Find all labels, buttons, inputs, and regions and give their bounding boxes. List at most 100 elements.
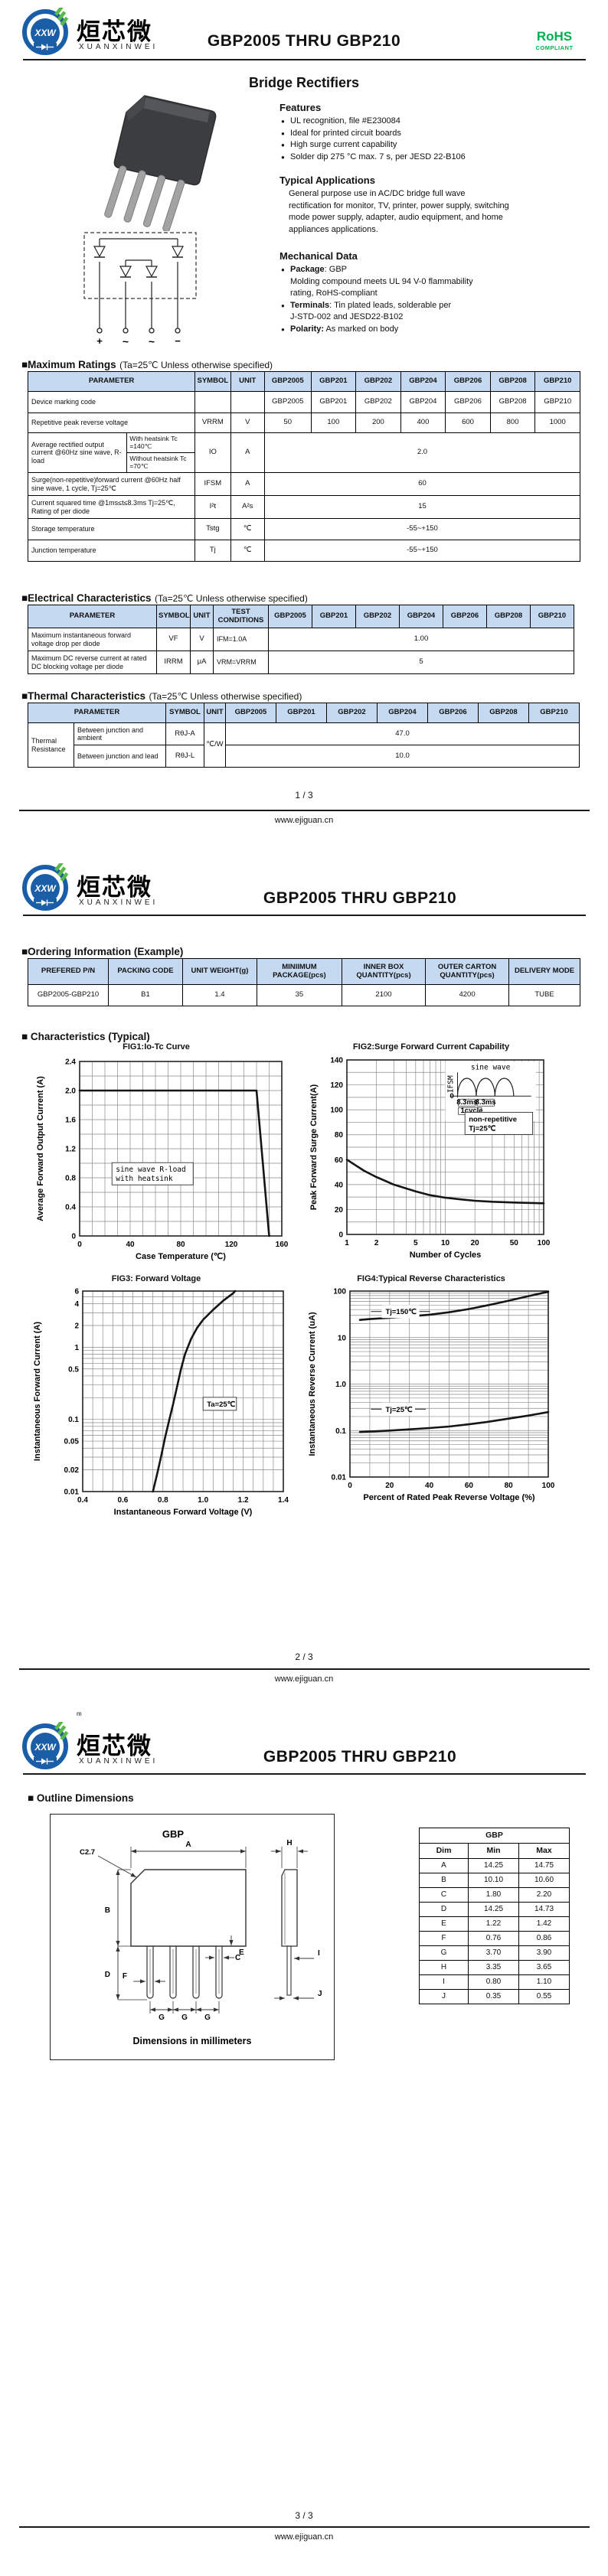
table-row: Current squared time @1ms≤t≤8.3ms Tj=25℃… [27,495,581,519]
page-number: 3 / 3 [295,2510,313,2521]
header-cell: UNIT WEIGHT(g) [181,958,257,985]
svg-text:60: 60 [335,1156,344,1165]
text-line: rectification for monitor, TV, printer, … [289,201,509,210]
cell: GBP208 [489,391,536,413]
svg-text:20: 20 [385,1482,394,1490]
svg-text:40: 40 [425,1482,434,1490]
svg-text:0.8: 0.8 [158,1496,168,1505]
table-row: Surge(non-repetitive)forward current @60… [27,472,581,496]
cell: I [419,1974,469,1990]
svg-text:0.05: 0.05 [64,1438,80,1446]
cell: 0.35 [468,1989,519,2004]
cell: 3.70 [468,1945,519,1961]
page-number: 2 / 3 [295,1652,313,1662]
cell: 10.60 [518,1873,570,1888]
doc-title: GBP2005 THRU GBP210 [207,32,401,50]
svg-text:0.01: 0.01 [64,1489,80,1497]
cell: J [419,1989,469,2004]
header-cell: GBP204 [400,371,446,392]
brand-logo: XXW [21,861,72,916]
cell: Tstg [194,518,231,540]
svg-text:Tj=150℃: Tj=150℃ [385,1308,417,1316]
cell: GBP204 [400,391,446,413]
svg-text:0.01: 0.01 [332,1474,347,1482]
doc-title: GBP2005 THRU GBP210 [263,889,457,907]
svg-text:50: 50 [510,1239,519,1247]
cell: Storage temperature [27,518,196,540]
header-page1: XXW 烜芯微 XUANXINWEI [21,5,251,58]
cell: 0.86 [518,1931,570,1946]
header-cell: GBP206 [445,371,491,392]
cell: 1000 [534,412,580,433]
list-item: ● UL recognition, file #E230084 [279,116,601,128]
svg-text:0.1: 0.1 [335,1427,346,1436]
svg-text:10: 10 [441,1239,450,1247]
header-cell: GBP204 [377,703,428,723]
header-cell: GBP2005 [268,605,312,628]
table-row: Thermal Resistance Between junction and a… [28,722,580,768]
cell: 5 [268,651,574,674]
header-cell: UNIT [230,371,265,392]
chart-caption-fig1: FIG1:Io-Tc Curve [123,1042,190,1052]
svg-text:100: 100 [333,1288,346,1296]
dims-table-wrap: GBP Dim Min Max A 14.25 14.75 B 10.10 10.60 C 1.80 2… [418,1828,570,2004]
table-row: GBP [418,1828,570,1844]
dim-label-d: D [105,1971,110,1979]
header-cell: GBP2005 [263,371,312,392]
svg-text:2.4: 2.4 [65,1058,76,1067]
section-title-ordering: ■Ordering Information (Example) [21,946,184,957]
header-cell: GBP208 [478,703,529,723]
cell: GBP2005-GBP210 [27,984,110,1006]
table-row: Between junction and lead RθJ-L 10.0 [28,745,580,768]
outline-drawing-box: GBP C2.7 A B [50,1814,335,2060]
bullet-icon: ● [281,153,285,161]
svg-text:2: 2 [74,1322,79,1330]
outline-drawing: GBP C2.7 A B [80,1828,322,2046]
cell: Between junction and ambient [74,722,166,745]
logo-monogram: XXW [34,883,57,894]
header-cell: SYMBOL [156,605,191,628]
brand-logo-icon: XXW [22,1720,69,1769]
header-cell: GBP206 [443,605,487,628]
cell: 60 [263,472,581,496]
table-row: Average rectified output current @60Hz s… [27,432,581,473]
svg-text:6: 6 [74,1288,79,1296]
svg-text:80: 80 [176,1241,185,1249]
cell: 600 [445,412,491,433]
cell: GBP210 [534,391,580,413]
section-title-outline: ■ Outline Dimensions [28,1792,134,1804]
list-item: ● Package: GBP [279,264,605,276]
text-line: mode power supply, adapter, audio equipm… [289,213,503,222]
header-cell: GBP208 [486,605,531,628]
electrical-table-wrap: PARAMETER SYMBOL UNIT TEST CONDITIONS GBP200… [28,605,574,674]
cell: 3.35 [468,1960,519,1975]
cell: Tj [194,540,231,562]
header-cell: OUTER CARTON QUANTITY(pcs) [425,958,510,985]
brand-name-cn: 烜芯微 [77,1733,152,1760]
list-item: ● Ideal for printed circuit boards [279,128,601,140]
header-cell: GBP202 [326,703,378,723]
cell: Maximum instantaneous forward voltage dr… [28,628,157,651]
site-url: www.ejiguan.cn [274,2532,334,2542]
brand-logo: XXW [21,1720,72,1775]
cell: 1.42 [518,1916,570,1932]
cell: IFM=1.0A [213,628,269,651]
svg-text:0: 0 [348,1482,352,1490]
cell: 1.4 [181,984,257,1006]
svg-text:100: 100 [330,1107,343,1115]
cell: 10.10 [468,1873,519,1888]
cell: TUBE [508,984,580,1006]
svg-text:Instantaneous Forward Current: Instantaneous Forward Current (A) [33,1322,42,1461]
cell: 800 [489,412,536,433]
fig1-chart: 0 40 80 120 160 0 0.4 0.8 1.2 1.6 2.0 2.4 Case Tempe… [36,1058,289,1262]
svg-text:80: 80 [505,1482,514,1490]
bullet-icon: ● [281,325,285,333]
text-line: Molding compound meets UL 94 V-0 flammab… [290,276,473,286]
doc-title: GBP2005 THRU GBP210 [263,1748,457,1766]
cell: 2100 [341,984,427,1006]
section-title-thermal: ■Thermal Characteristics (Ta=25℃ Unless … [21,690,302,703]
footer-divider [19,810,590,811]
header-divider [23,915,586,916]
brand-name-en: XUANXINWEI [79,1757,159,1766]
cell: With heatsink Tc =140℃ [126,432,196,453]
